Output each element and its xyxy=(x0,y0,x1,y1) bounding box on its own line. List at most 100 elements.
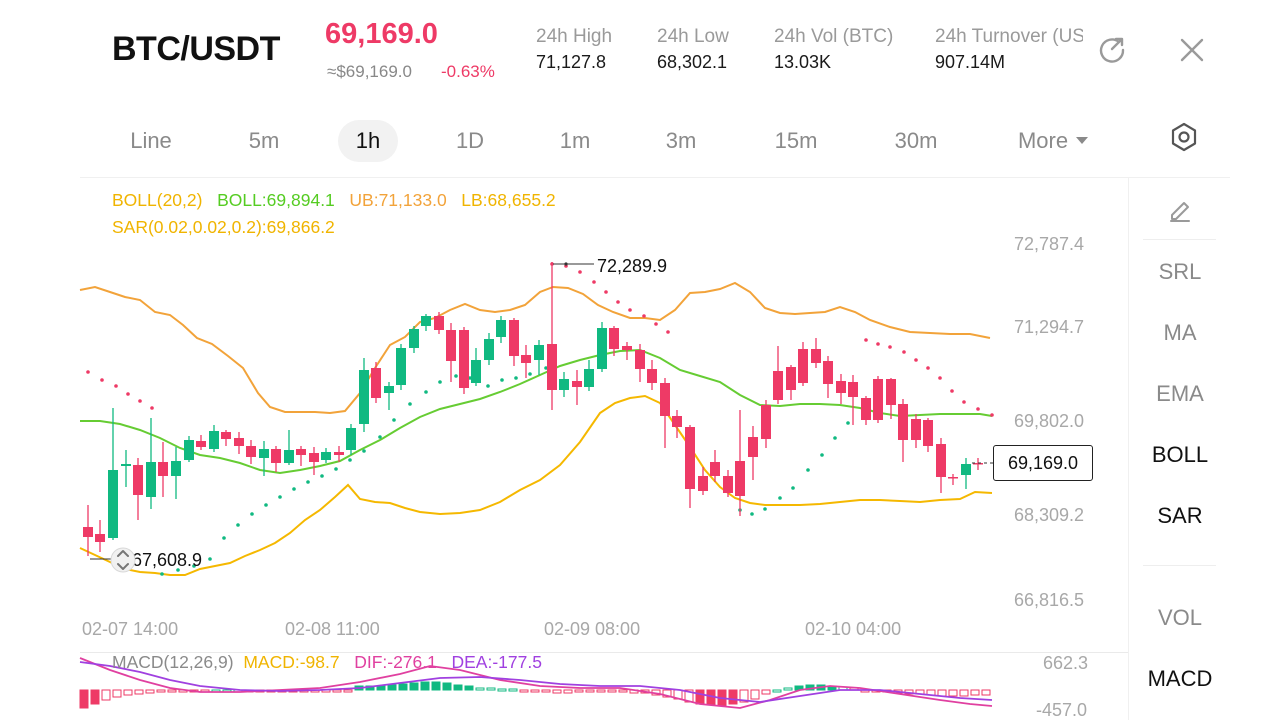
candle-body xyxy=(823,361,833,384)
tab-line[interactable]: Line xyxy=(130,128,172,153)
indicator-boll[interactable]: BOLL xyxy=(1151,442,1209,467)
tab-15m[interactable]: 15m xyxy=(774,128,818,153)
sar-dot xyxy=(926,366,930,370)
candle-body xyxy=(584,369,594,387)
indicator-sar[interactable]: SAR xyxy=(1157,503,1203,528)
current-price-tag: 69,169.0 xyxy=(993,445,1093,481)
macd-histogram-bar xyxy=(431,681,441,691)
candle-body xyxy=(133,465,143,495)
macd-histogram-bar xyxy=(398,683,408,691)
sar-dot xyxy=(864,338,868,342)
sar-dot xyxy=(362,449,366,453)
price-axis-label: 72,787.4 xyxy=(1014,234,1085,254)
indicator-vol[interactable]: VOL xyxy=(1157,605,1203,630)
low-annotation: 67,608.9 xyxy=(132,550,203,570)
sar-dot xyxy=(820,453,824,457)
tab-30m[interactable]: 30m xyxy=(894,128,938,153)
sar-dot xyxy=(628,308,632,312)
dea-line xyxy=(79,661,993,703)
indicator-ema[interactable]: EMA xyxy=(1156,381,1204,406)
candle-body xyxy=(723,476,733,493)
candle-body xyxy=(171,461,181,476)
sar-dot xyxy=(616,300,620,304)
boll-ub-value: UB:71,133.0 xyxy=(349,190,447,210)
indicator-ma[interactable]: MA xyxy=(1163,320,1197,345)
candle-body xyxy=(836,381,846,393)
macd-histogram-bar xyxy=(662,689,672,698)
sar-dot xyxy=(962,400,966,404)
candlestick-chart[interactable] xyxy=(0,0,1128,720)
boll-legend: BOLL(20,2) BOLL:69,894.1 UB:71,133.0 LB:… xyxy=(112,190,556,211)
time-axis-label: 02-09 08:00 xyxy=(544,619,641,639)
candle-body xyxy=(371,368,381,398)
sar-dot xyxy=(806,468,810,472)
candle-body xyxy=(121,464,131,466)
candle-body xyxy=(748,437,758,457)
macd-histogram-bar xyxy=(134,689,144,695)
sar-dot xyxy=(100,378,104,382)
sar-dot xyxy=(334,467,338,471)
sar-dot xyxy=(150,406,154,410)
sar-dot xyxy=(424,390,428,394)
candle-body xyxy=(534,345,544,360)
macd-histogram-bar xyxy=(959,689,969,697)
usd-equivalent-price: ≈$69,169.0 xyxy=(327,62,412,81)
candle-body xyxy=(83,527,93,537)
macd-histogram-bar xyxy=(112,689,122,698)
share-icon[interactable] xyxy=(1095,33,1129,67)
indicator-macd[interactable]: MACD xyxy=(1147,666,1213,691)
tab-1d[interactable]: 1D xyxy=(455,128,485,153)
macd-histogram-bar xyxy=(563,689,573,694)
macd-histogram-bar xyxy=(101,689,111,701)
boll-mid-line xyxy=(80,348,993,475)
candle-body xyxy=(296,449,306,455)
macd-value: MACD:-98.7 xyxy=(243,652,340,672)
candle-body xyxy=(597,328,607,369)
macd-histogram-bar xyxy=(508,688,518,692)
candle-body xyxy=(471,360,481,383)
candle-body xyxy=(660,383,670,416)
close-icon[interactable] xyxy=(1175,33,1209,67)
sar-dot xyxy=(833,436,837,440)
tab-5m[interactable]: 5m xyxy=(248,128,280,153)
candle-body xyxy=(547,344,557,390)
side-panel-border xyxy=(1128,178,1129,720)
macd-histogram-bar xyxy=(596,689,606,693)
macd-histogram-bar xyxy=(332,689,342,693)
dea-value: DEA:-177.5 xyxy=(451,652,542,672)
price-change-percent: -0.63% xyxy=(441,62,495,81)
sar-dot xyxy=(888,345,892,349)
sar-dot xyxy=(264,503,268,507)
boll-lb-value: LB:68,655.2 xyxy=(461,190,556,210)
stat-turnover-label-clip: 24h Turnover (USDT) xyxy=(935,26,1083,52)
price-axis-label: 68,309.2 xyxy=(1014,505,1085,525)
drag-handle-icon[interactable] xyxy=(110,547,136,573)
candle-body xyxy=(898,404,908,440)
macd-axis-label: -457.0 xyxy=(1036,700,1088,720)
macd-histogram-bar xyxy=(585,689,595,693)
stat-turnover-value: 907.14M xyxy=(935,52,1006,72)
candle-body xyxy=(334,452,344,455)
tab-1h[interactable]: 1h xyxy=(338,120,398,162)
tab-more[interactable]: More xyxy=(1005,120,1101,162)
tab-1m[interactable]: 1m xyxy=(559,128,591,153)
candle-body xyxy=(911,419,921,440)
macd-name: MACD(12,26,9) xyxy=(112,652,234,672)
macd-histogram-bar xyxy=(453,684,463,691)
sar-dot xyxy=(654,322,658,326)
sar-dot xyxy=(378,435,382,439)
macd-histogram-bar xyxy=(695,689,705,705)
tab-3m[interactable]: 3m xyxy=(665,128,697,153)
macd-legend: MACD(12,26,9) MACD:-98.7 DIF:-276.1 DEA:… xyxy=(112,652,542,673)
sar-dot xyxy=(666,330,670,334)
candle-body xyxy=(396,348,406,385)
settings-icon[interactable] xyxy=(1167,120,1201,154)
macd-histogram-bar xyxy=(728,689,738,705)
sar-dot xyxy=(763,507,767,511)
indicator-srl[interactable]: SRL xyxy=(1158,259,1202,284)
stat-low-label: 24h Low xyxy=(657,26,729,47)
pencil-icon[interactable] xyxy=(1167,196,1193,222)
candle-body xyxy=(234,438,244,446)
macd-histogram-bar xyxy=(772,689,782,693)
last-price: 69,169.0 xyxy=(325,18,438,50)
